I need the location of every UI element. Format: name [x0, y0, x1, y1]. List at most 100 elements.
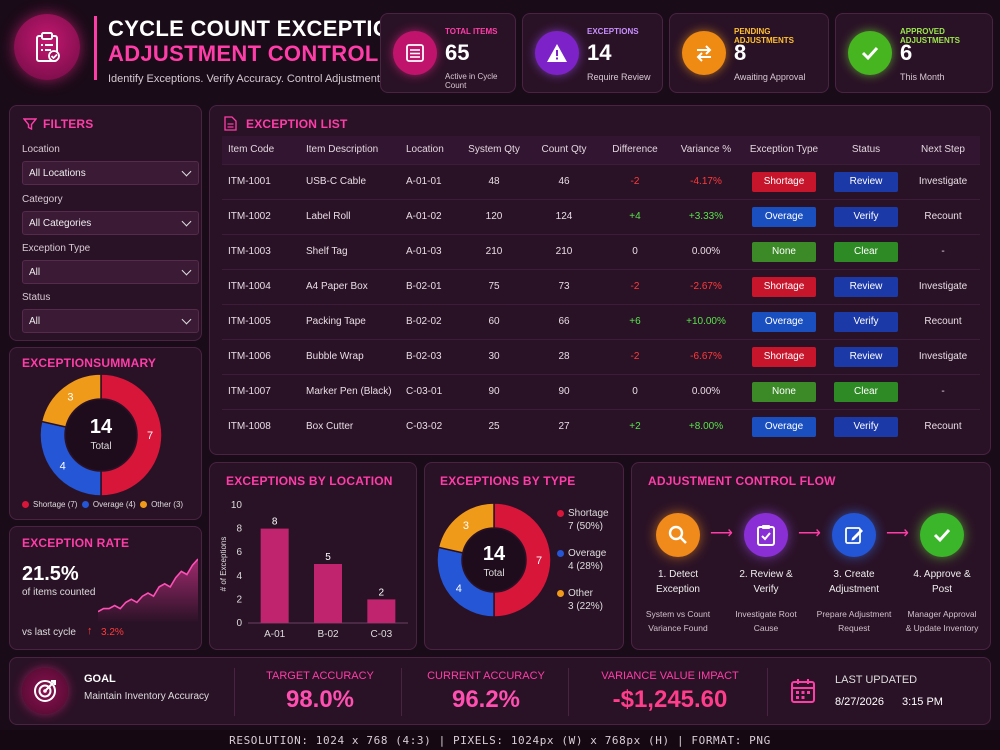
status-badge[interactable]: Clear: [834, 381, 898, 402]
exception-summary-title: EXCEPTIONSUMMARY: [22, 356, 157, 370]
status-badge[interactable]: Verify: [834, 416, 898, 437]
clipboard-check-icon: [757, 525, 775, 546]
status-badge[interactable]: Verify: [834, 311, 898, 332]
table-cell: ITM-1003: [222, 233, 300, 269]
table-row[interactable]: ITM-1005 Packing Tape B-02-02 60 66 +6 +10.00%…: [222, 303, 980, 339]
table-cell: 75: [460, 268, 528, 304]
table-row[interactable]: ITM-1004 A4 Paper Box B-02-01 75 73 -2 -2.67% S…: [222, 268, 980, 304]
donut-slice-shortage[interactable]: [100, 373, 163, 497]
legend-swatch: [557, 589, 564, 597]
current-accuracy-label: CURRENT ACCURACY: [427, 670, 545, 682]
y-tick-label: 0: [236, 618, 242, 629]
table-cell: 90: [528, 373, 600, 409]
table-cell: 0.00%: [670, 233, 742, 269]
status-badge[interactable]: Clear: [834, 241, 898, 262]
table-cell: ITM-1002: [222, 198, 300, 234]
table-row[interactable]: ITM-1006 Bubble Wrap B-02-03 30 28 -2 -6.67% Sh…: [222, 338, 980, 374]
table-cell: +10.00%: [670, 303, 742, 339]
bar-b-02[interactable]: [314, 564, 342, 623]
col-system-qty[interactable]: System Qty: [460, 136, 528, 164]
kpi-sub: Require Review: [587, 72, 651, 82]
table-cell: 210: [460, 233, 528, 269]
donut-total: 14: [482, 543, 506, 565]
exception-type-select[interactable]: All: [22, 260, 199, 284]
chevron-down-icon: [181, 265, 192, 276]
col-location[interactable]: Location: [400, 136, 460, 164]
status-badge[interactable]: Review: [834, 276, 898, 297]
flow-step-approve[interactable]: [920, 513, 964, 557]
category-select[interactable]: All Categories: [22, 211, 199, 235]
status-badge[interactable]: Verify: [834, 206, 898, 227]
flow-step-review[interactable]: [744, 513, 788, 557]
flow-step-detect[interactable]: [656, 513, 700, 557]
exception-type-badge: None: [752, 241, 816, 262]
flow-step-title: 4. Approve & Post: [897, 567, 987, 597]
table-cell: Investigate: [906, 268, 980, 304]
table-cell: B-02-02: [400, 303, 460, 339]
col-variance[interactable]: Variance %: [670, 136, 742, 164]
kpi-exceptions[interactable]: EXCEPTIONS 14 Require Review: [522, 13, 663, 93]
arrow-right-icon: ⟶: [710, 525, 733, 542]
filter-exception-type-label: Exception Type: [22, 243, 91, 254]
col-difference[interactable]: Difference: [600, 136, 670, 164]
exception-table: Item Code Item Description Location Syst…: [222, 136, 980, 444]
compare-label: vs last cycle: [22, 627, 76, 638]
col-status[interactable]: Status: [826, 136, 906, 164]
table-row[interactable]: ITM-1007 Marker Pen (Black) C-03-01 90 90 0 0.…: [222, 373, 980, 409]
kpi-value: 6: [900, 40, 913, 65]
col-count-qty[interactable]: Count Qty: [528, 136, 600, 164]
exceptions-by-location-title: EXCEPTIONS BY LOCATION: [226, 474, 393, 488]
location-select[interactable]: All Locations: [22, 161, 199, 185]
donut-slice-other[interactable]: [437, 502, 495, 554]
exceptions-by-type-donut: 7 4 3: [436, 502, 552, 618]
kpi-pending-adjustments[interactable]: PENDING ADJUSTMENTS 8 Awaiting Approval: [669, 13, 829, 93]
table-cell: Investigate: [906, 163, 980, 199]
exception-list-panel: EXCEPTION LIST Item Code Item Descriptio…: [209, 105, 991, 455]
flow-step-title: 1. Detect Exception: [633, 567, 723, 597]
sparkline-area: [98, 559, 198, 623]
table-row[interactable]: ITM-1008 Box Cutter C-03-02 25 27 +2 +8.00% Ove…: [222, 408, 980, 444]
bar-a-01[interactable]: [260, 528, 289, 623]
flow-step-desc-line: System vs Count: [645, 609, 711, 619]
flow-step-title-line: Adjustment: [828, 584, 880, 595]
donut-slice-other[interactable]: [40, 373, 102, 428]
donut-slice-shortage[interactable]: [493, 502, 552, 618]
table-cell: Shelf Tag: [300, 233, 400, 269]
legend-item-overage: Overage (4): [81, 500, 136, 509]
donut-slice-label: 7: [147, 430, 153, 442]
table-cell: Shortage: [742, 268, 826, 304]
table-row[interactable]: ITM-1002 Label Roll A-01-02 120 124 +4 +3.33% O…: [222, 198, 980, 234]
table-cell: -: [906, 373, 980, 409]
last-updated-time: 3:15 PM: [902, 696, 943, 708]
kpi-approved-adjustments[interactable]: APPROVED ADJUSTMENTS 6 This Month: [835, 13, 993, 93]
table-cell: 0: [600, 373, 670, 409]
flow-step-title-line: 4. Approve &: [913, 569, 971, 580]
col-exception-type[interactable]: Exception Type: [742, 136, 826, 164]
bar-c-03[interactable]: [367, 599, 396, 623]
chevron-down-icon: [181, 166, 192, 177]
last-updated-date: 8/27/2026: [835, 696, 884, 708]
y-tick-label: 10: [231, 500, 243, 511]
col-item-code[interactable]: Item Code: [222, 136, 300, 164]
table-row[interactable]: ITM-1001 USB-C Cable A-01-01 48 46 -2 -4.17% Sh…: [222, 163, 980, 199]
status-badge[interactable]: Review: [834, 346, 898, 367]
status-badge[interactable]: Review: [834, 171, 898, 192]
exceptions-by-type-title: EXCEPTIONS BY TYPE: [440, 474, 576, 488]
col-item-description[interactable]: Item Description: [300, 136, 400, 164]
flow-step-desc: System vs Count Variance Found: [628, 607, 728, 635]
x-tick-label: B-02: [317, 629, 339, 640]
table-cell: Recount: [906, 408, 980, 444]
table-cell: B-02-01: [400, 268, 460, 304]
table-cell: ITM-1008: [222, 408, 300, 444]
table-cell: ITM-1001: [222, 163, 300, 199]
flow-step-desc: Prepare Adjustment Request: [804, 607, 904, 635]
col-next-step[interactable]: Next Step: [906, 136, 980, 164]
kpi-total-items[interactable]: TOTAL ITEMS 65 Active in Cycle Count: [380, 13, 516, 93]
table-cell: Verify: [826, 408, 906, 444]
goal-label: GOAL: [84, 673, 116, 685]
table-cell: None: [742, 373, 826, 409]
target-accuracy-label: TARGET ACCURACY: [266, 670, 374, 682]
flow-step-create[interactable]: [832, 513, 876, 557]
status-select[interactable]: All: [22, 309, 199, 333]
